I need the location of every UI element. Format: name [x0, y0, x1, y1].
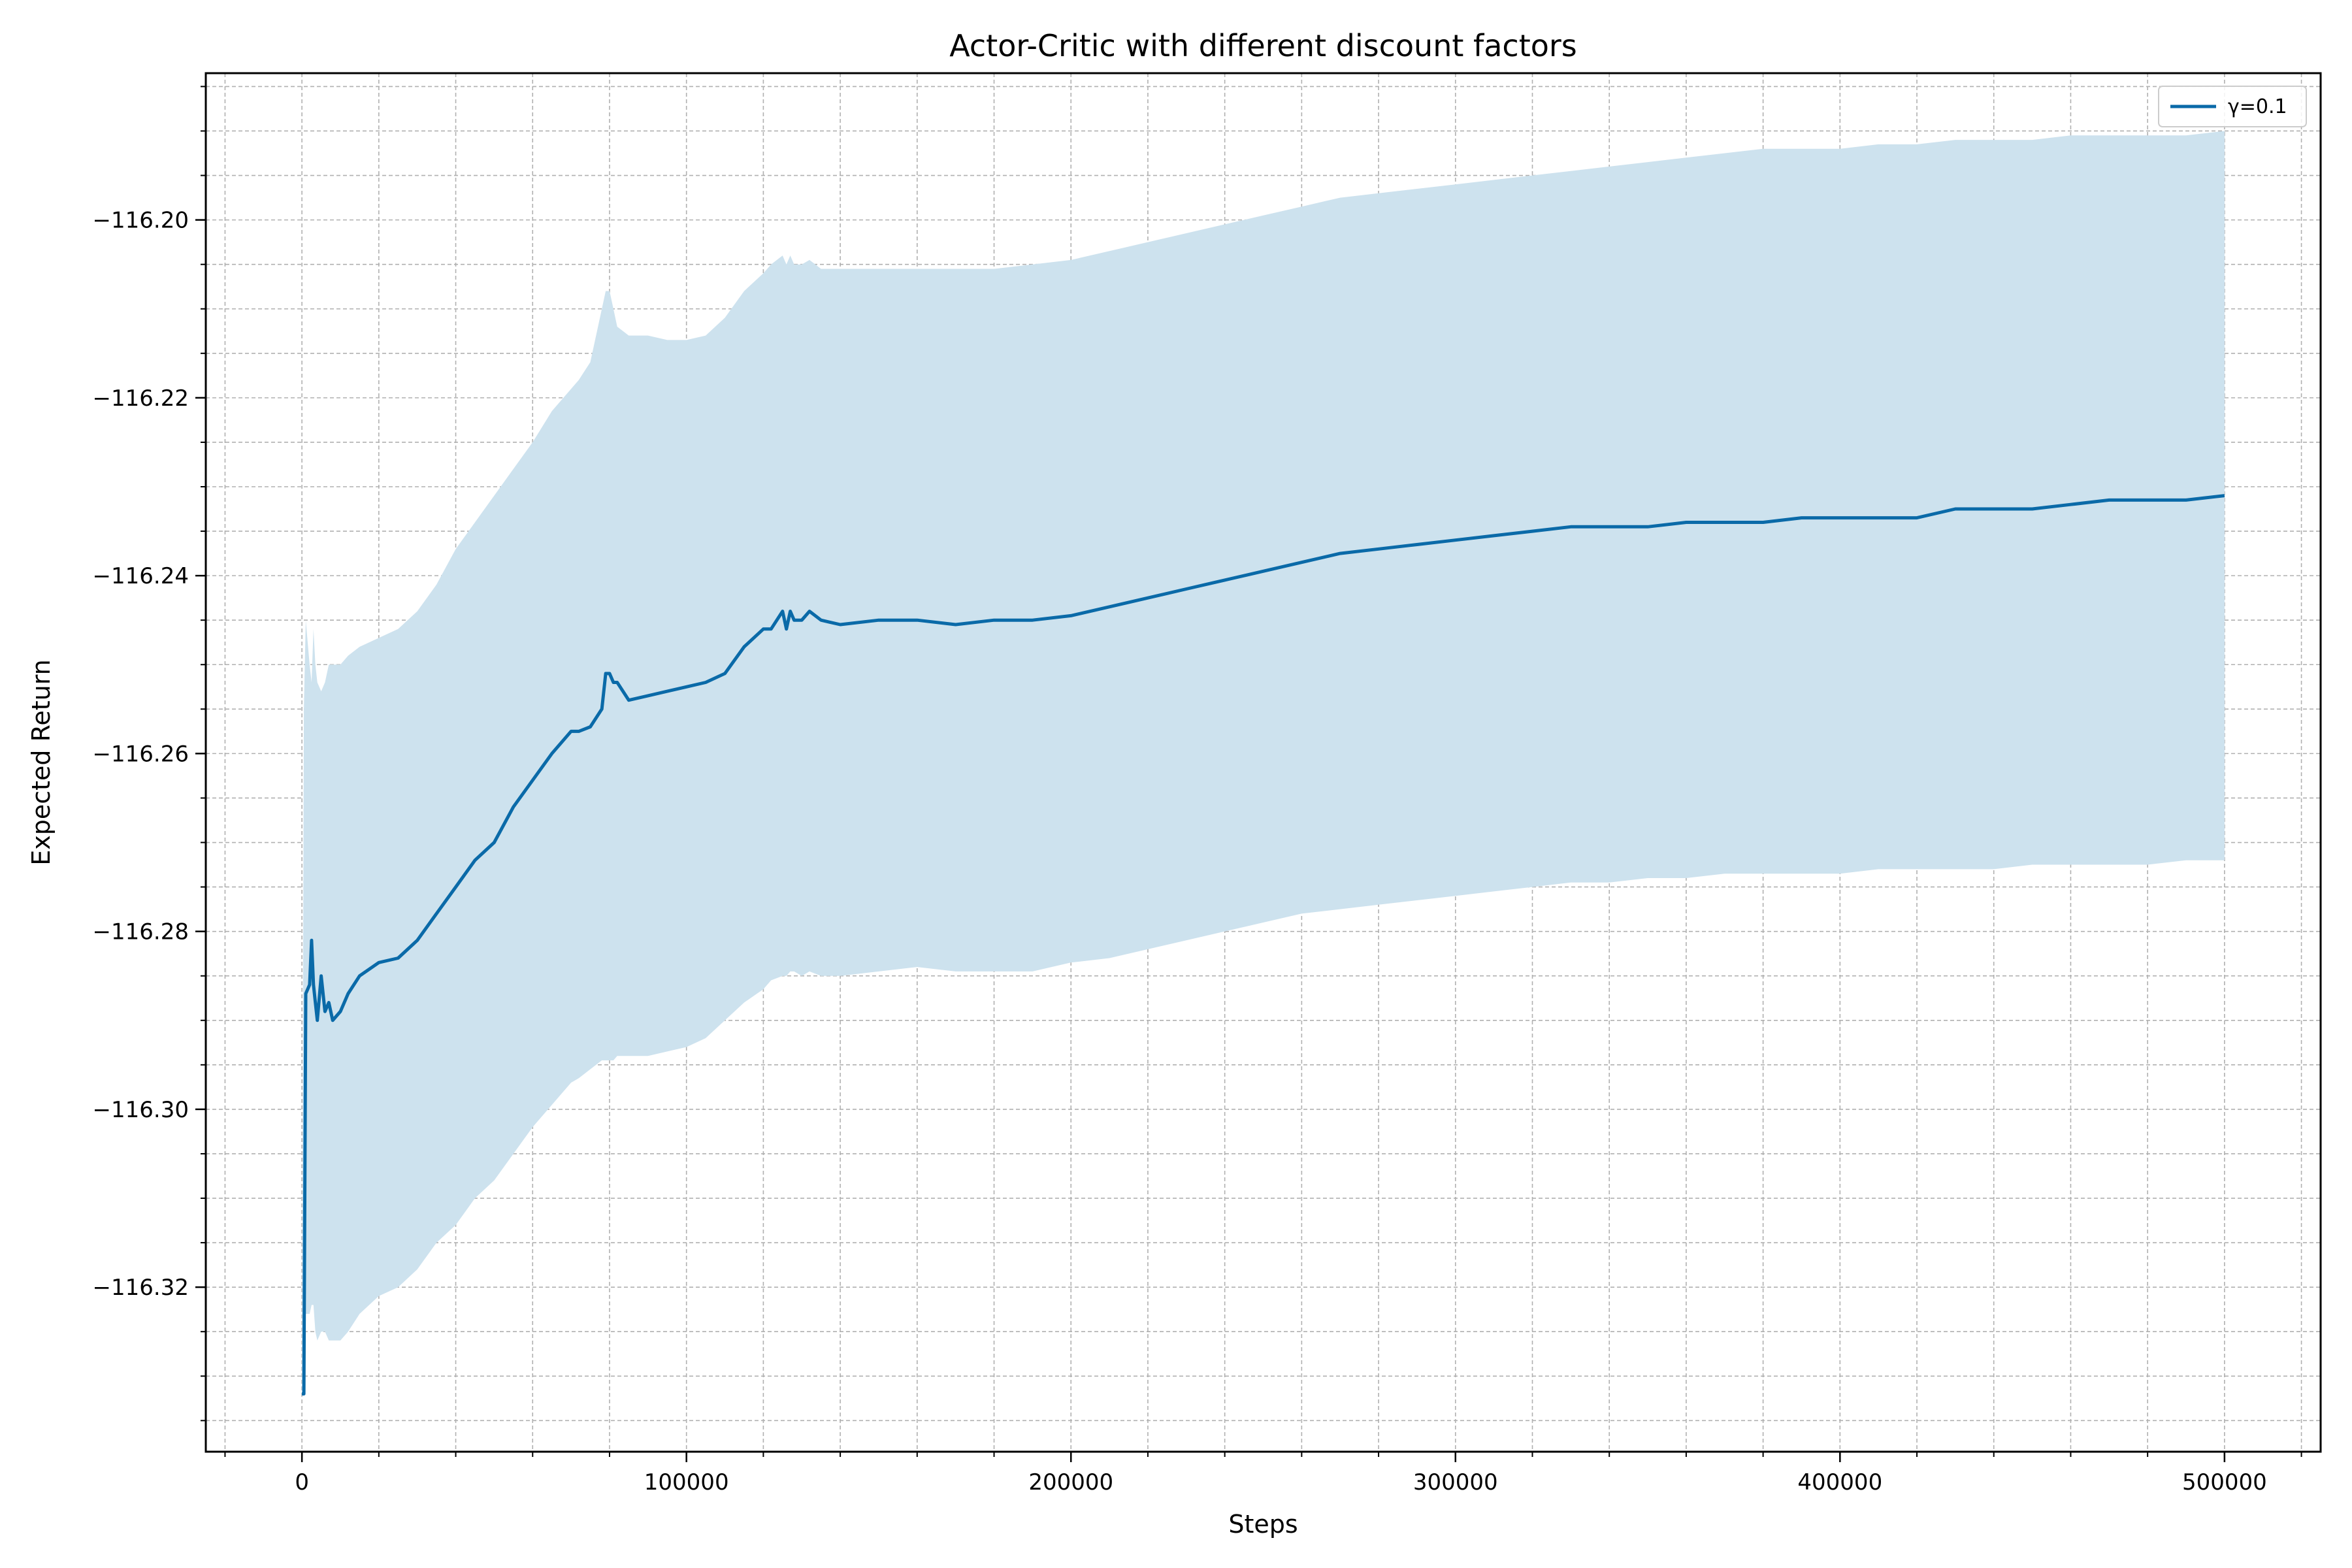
x-tick-label: 0 [295, 1469, 309, 1495]
x-tick-label: 100000 [644, 1469, 729, 1495]
y-tick-label: −116.30 [93, 1097, 189, 1123]
x-tick-label: 200000 [1028, 1469, 1113, 1495]
series-line-0 [302, 494, 2225, 1396]
x-tick-label: 500000 [2182, 1469, 2267, 1495]
chart-title: Actor-Critic with different discount fac… [949, 28, 1577, 63]
y-tick-label: −116.28 [93, 919, 189, 945]
axis-ticks [195, 86, 2302, 1462]
y-tick-label: −116.22 [93, 385, 189, 412]
y-tick-label: −116.26 [93, 741, 189, 767]
y-axis-tick-labels: −116.32 −116.30 −116.28 −116.26 −116.24 −116.… [93, 208, 189, 1301]
confidence-band-series-0 [302, 131, 2225, 1403]
legend-box [2158, 86, 2307, 127]
y-tick-label: −116.32 [93, 1275, 189, 1301]
x-axis-tick-labels: 0 100000 200000 300000 400000 500000 [295, 1469, 2266, 1495]
y-tick-label: −116.24 [93, 563, 189, 589]
confidence-band-layer [302, 131, 2225, 1403]
legend: γ=0.1 [2158, 86, 2307, 127]
x-tick-label: 300000 [1413, 1469, 1498, 1495]
legend-label-gamma-0.1: γ=0.1 [2228, 95, 2287, 118]
x-axis-label: Steps [1228, 1510, 1298, 1539]
plot-frame [204, 72, 2322, 1453]
series-line-layer [302, 494, 2225, 1396]
x-tick-label: 400000 [1797, 1469, 1882, 1495]
y-axis-label: Expected Return [27, 659, 56, 865]
y-tick-label: −116.20 [93, 208, 189, 234]
